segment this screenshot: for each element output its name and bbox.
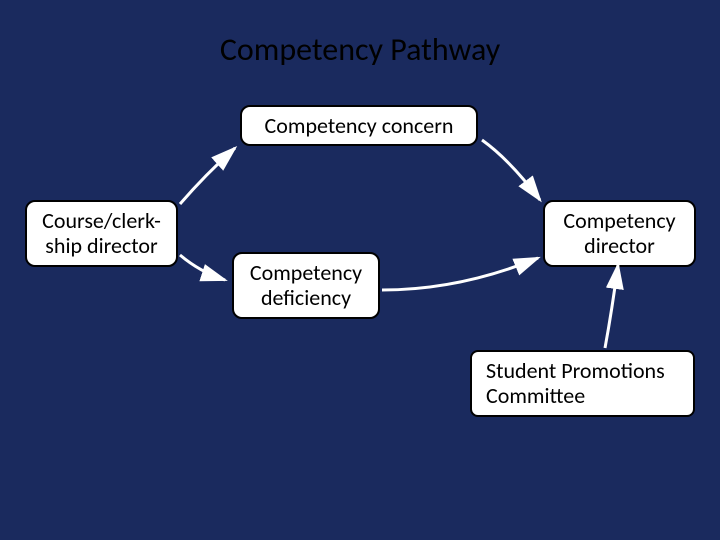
- node-competency-concern: Competency concern: [240, 105, 478, 146]
- node-competency-director: Competencydirector: [543, 200, 696, 267]
- node-competency-deficiency: Competencydeficiency: [232, 252, 380, 319]
- node-course-clerkship-director: Course/clerk-ship director: [25, 200, 178, 267]
- diagram-title: Competency Pathway: [0, 30, 720, 69]
- node-student-promotions-committee: Student PromotionsCommittee: [470, 350, 695, 417]
